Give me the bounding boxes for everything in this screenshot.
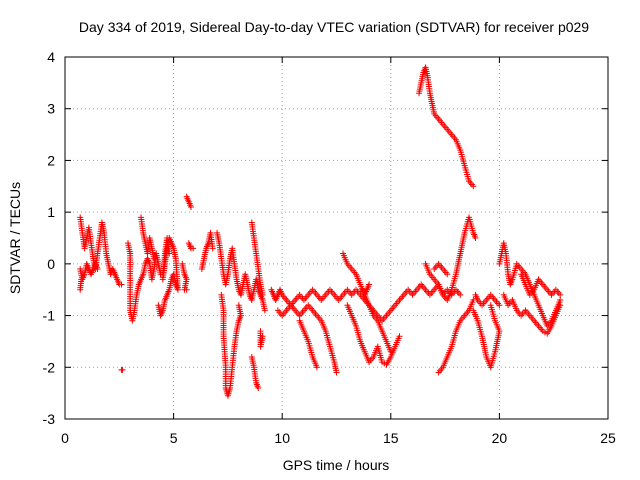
data-point-marker bbox=[259, 333, 266, 340]
x-tick-label: 0 bbox=[61, 430, 69, 446]
data-point-marker bbox=[235, 302, 242, 309]
data-markers bbox=[77, 64, 564, 399]
y-axis-label: SDTVAR / TECUs bbox=[7, 182, 23, 294]
data-point-marker bbox=[396, 333, 403, 340]
data-point-marker bbox=[557, 291, 564, 298]
data-point-marker bbox=[209, 245, 216, 252]
data-point-marker bbox=[78, 276, 85, 283]
y-tick-label: 0 bbox=[47, 256, 55, 272]
x-tick-label: 15 bbox=[383, 430, 399, 446]
data-point-marker bbox=[151, 255, 158, 262]
data-point-marker bbox=[333, 369, 340, 376]
y-tick-label: -3 bbox=[43, 411, 56, 427]
x-tick-label: 25 bbox=[600, 430, 616, 446]
data-point-marker bbox=[94, 266, 101, 273]
data-point-marker bbox=[118, 281, 125, 288]
data-point-marker bbox=[261, 307, 268, 314]
x-tick-label: 5 bbox=[170, 430, 178, 446]
chart-title: Day 334 of 2019, Sidereal Day-to-day VTE… bbox=[79, 19, 589, 35]
data-point-marker bbox=[187, 203, 194, 210]
data-point-marker bbox=[313, 364, 320, 371]
data-point-marker bbox=[259, 291, 266, 298]
data-point-marker bbox=[183, 286, 190, 293]
data-point-marker bbox=[557, 297, 564, 304]
x-tick-label: 10 bbox=[274, 430, 290, 446]
y-tick-label: 3 bbox=[47, 101, 55, 117]
data-point-marker bbox=[487, 302, 494, 309]
y-tick-label: 2 bbox=[47, 152, 55, 168]
data-point-marker bbox=[496, 302, 503, 309]
y-tick-label: -2 bbox=[43, 359, 56, 375]
data-point-marker bbox=[472, 235, 479, 241]
data-point-marker bbox=[444, 271, 451, 278]
data-point-marker bbox=[557, 302, 564, 309]
data-point-marker bbox=[166, 250, 173, 257]
x-axis-label: GPS time / hours bbox=[283, 457, 390, 473]
plot-frame bbox=[64, 56, 609, 420]
y-tick-label: -1 bbox=[43, 308, 56, 324]
data-point-marker bbox=[470, 183, 477, 190]
y-axis: -3 -2 -1 0 1 2 3 4 bbox=[43, 49, 608, 427]
x-axis: 0 5 10 15 20 25 bbox=[61, 57, 616, 446]
y-tick-label: 4 bbox=[47, 49, 55, 65]
x-tick-label: 20 bbox=[492, 430, 508, 446]
data-point-marker bbox=[190, 245, 197, 252]
data-point-marker bbox=[366, 281, 373, 288]
data-point-marker bbox=[119, 366, 126, 373]
data-point-marker bbox=[255, 384, 262, 391]
y-tick-label: 1 bbox=[47, 204, 55, 220]
data-point-marker bbox=[457, 291, 464, 298]
